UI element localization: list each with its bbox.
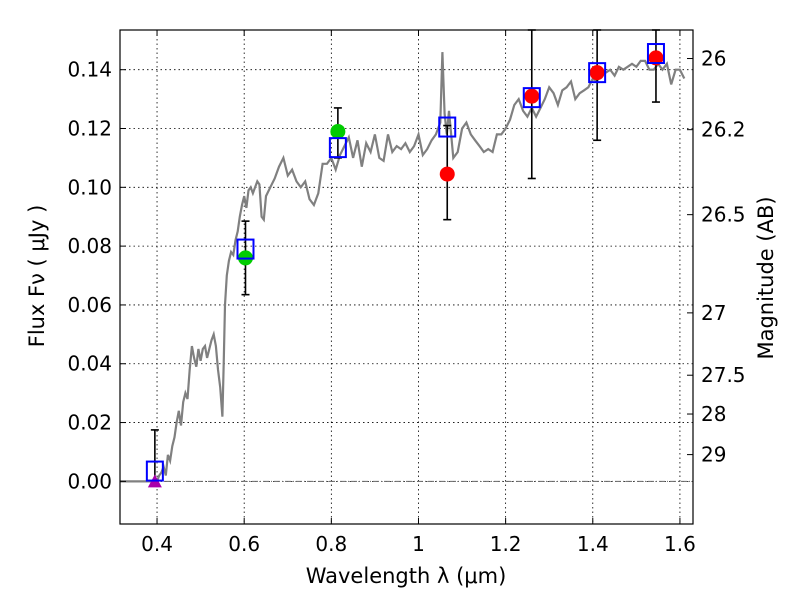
x-tick-label: 1.2 bbox=[490, 532, 522, 556]
y-tick-label: 0.04 bbox=[67, 352, 112, 376]
right-tick-label: 26.2 bbox=[701, 118, 746, 142]
error-bars bbox=[150, 29, 660, 482]
x-axis-label: Wavelength λ (μm) bbox=[306, 564, 507, 588]
right-tick-label: 28 bbox=[701, 402, 726, 426]
data-point-circle bbox=[589, 65, 605, 81]
y-tick-label: 0.10 bbox=[67, 175, 112, 199]
right-tick-label: 27.5 bbox=[701, 363, 746, 387]
right-axis-label: Magnitude (AB) bbox=[754, 196, 778, 359]
model-square-marker bbox=[588, 62, 607, 84]
x-tick-label: 0.4 bbox=[141, 532, 173, 556]
model-square-marker bbox=[522, 87, 541, 109]
y-tick-label: 0.12 bbox=[67, 117, 112, 141]
y-tick-label: 0.08 bbox=[67, 234, 112, 258]
y-axis-ticks: 0.00 0.02 0.04 0.06 0.08 0.10 0.12 0.14 bbox=[67, 58, 126, 493]
plot-frame bbox=[119, 29, 694, 525]
model-square-marker bbox=[438, 116, 457, 138]
right-tick-label: 26.5 bbox=[701, 203, 746, 227]
right-tick-label: 26 bbox=[701, 47, 726, 71]
data-point-circle bbox=[439, 166, 455, 182]
model-square-marker bbox=[328, 137, 347, 159]
model-square-marker bbox=[145, 460, 164, 482]
x-tick-label: 1 bbox=[412, 532, 425, 556]
y-tick-label: 0.14 bbox=[67, 58, 112, 82]
x-tick-label: 0.6 bbox=[228, 532, 260, 556]
x-axis-ticks: 0.4 0.6 0.8 1 1.2 1.4 1.6 bbox=[141, 30, 696, 556]
model-spectrum-line bbox=[120, 52, 686, 483]
data-markers bbox=[145, 43, 665, 488]
data-point-circle bbox=[648, 50, 664, 66]
right-tick-label: 29 bbox=[701, 443, 726, 467]
y-tick-label: 0.00 bbox=[67, 469, 112, 493]
grid-lines bbox=[120, 30, 693, 524]
x-tick-label: 1.6 bbox=[664, 532, 696, 556]
model-square-marker bbox=[236, 238, 255, 260]
x-tick-label: 0.8 bbox=[315, 532, 347, 556]
model-square-marker bbox=[646, 43, 665, 65]
y-tick-label: 0.06 bbox=[67, 293, 112, 317]
y-axis-label: Flux Fν ( μJy ) bbox=[25, 205, 49, 348]
x-tick-label: 1.4 bbox=[577, 532, 609, 556]
data-point-circle bbox=[330, 123, 346, 139]
data-point-circle bbox=[524, 88, 540, 104]
right-axis-ticks: 26 26.2 26.5 27 27.5 28 29 bbox=[687, 47, 746, 467]
y-tick-label: 0.02 bbox=[67, 411, 112, 435]
right-tick-label: 27 bbox=[701, 301, 726, 325]
